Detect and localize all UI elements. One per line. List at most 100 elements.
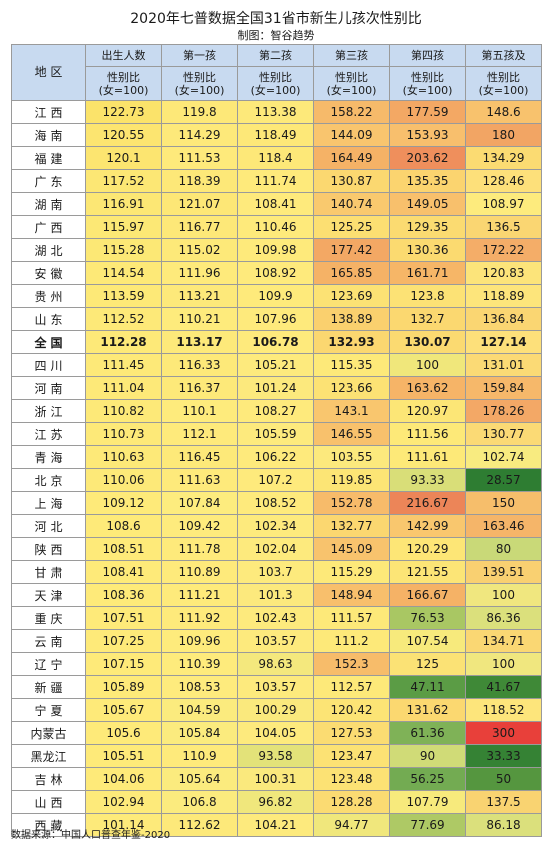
column-header: 第二孩 [237, 44, 314, 67]
region-name: 浙江 [11, 399, 86, 423]
ratio-cell: 111.92 [161, 606, 238, 630]
ratio-cell: 120.55 [85, 123, 162, 147]
ratio-cell: 105.6 [85, 721, 162, 745]
data-source: 数据来源：中国人口普查年鉴-2020 [11, 830, 171, 841]
ratio-cell: 111.57 [313, 606, 390, 630]
ratio-cell: 56.25 [389, 767, 466, 791]
table-row: 宁夏 105.67 104.59 100.29 120.42 131.62 118.52 [11, 698, 542, 722]
ratio-cell: 109.98 [237, 238, 314, 262]
table-row: 重庆 107.51 111.92 102.43 111.57 76.53 86.36 [11, 606, 542, 630]
ratio-cell: 153.93 [389, 123, 466, 147]
ratio-cell: 106.22 [237, 445, 314, 469]
region-name: 广西 [11, 215, 86, 239]
ratio-cell: 177.42 [313, 238, 390, 262]
table-row: 江西 122.73 119.8 113.38 158.22 177.59 148.6 [11, 100, 542, 124]
ratio-cell: 108.41 [237, 192, 314, 216]
ratio-cell: 100 [465, 652, 542, 676]
ratio-cell: 166.67 [389, 583, 466, 607]
ratio-cell: 119.85 [313, 468, 390, 492]
column-subheader: 性别比 (女=100) [389, 66, 466, 101]
table-row: 广东 117.52 118.39 111.74 130.87 135.35 128.46 [11, 169, 542, 193]
chart-title: 2020年七普数据全国31省市新生儿孩次性别比 [130, 11, 422, 27]
region-name: 陕西 [11, 537, 86, 561]
ratio-cell: 111.96 [161, 261, 238, 285]
ratio-cell: 123.8 [389, 284, 466, 308]
region-header: 地 区 [11, 44, 86, 101]
ratio-cell: 90 [389, 744, 466, 768]
ratio-cell: 118.52 [465, 698, 542, 722]
region-name: 广东 [11, 169, 86, 193]
ratio-cell: 127.53 [313, 721, 390, 745]
table-row: 新疆 105.89 108.53 103.57 112.57 47.11 41.67 [11, 675, 542, 699]
table-row: 海南 120.55 114.29 118.49 144.09 153.93 180 [11, 123, 542, 147]
ratio-cell: 110.21 [161, 307, 238, 331]
ratio-cell: 121.55 [389, 560, 466, 584]
ratio-cell: 118.4 [237, 146, 314, 170]
table-row: 甘肃 108.41 110.89 103.7 115.29 121.55 139.51 [11, 560, 542, 584]
ratio-cell: 114.54 [85, 261, 162, 285]
table-row: 天津 108.36 111.21 101.3 148.94 166.67 100 [11, 583, 542, 607]
ratio-cell: 105.84 [161, 721, 238, 745]
ratio-cell: 101.14 [85, 813, 162, 837]
ratio-cell: 100.29 [237, 698, 314, 722]
ratio-cell: 159.84 [465, 376, 542, 400]
ratio-cell: 109.42 [161, 514, 238, 538]
chart-subtitle: 制图：智谷趋势 [237, 29, 315, 42]
table-row: 吉林 104.06 105.64 100.31 123.48 56.25 50 [11, 767, 542, 791]
ratio-cell: 106.78 [237, 330, 314, 354]
ratio-cell: 105.59 [237, 422, 314, 446]
ratio-cell: 131.62 [389, 698, 466, 722]
ratio-cell: 108.97 [465, 192, 542, 216]
region-name: 湖南 [11, 192, 86, 216]
region-name: 宁夏 [11, 698, 86, 722]
region-name: 山西 [11, 790, 86, 814]
ratio-cell: 112.1 [161, 422, 238, 446]
ratio-cell: 47.11 [389, 675, 466, 699]
ratio-cell: 117.52 [85, 169, 162, 193]
ratio-cell: 100.31 [237, 767, 314, 791]
ratio-cell: 111.74 [237, 169, 314, 193]
ratio-cell: 111.56 [389, 422, 466, 446]
ratio-cell: 118.49 [237, 123, 314, 147]
table-row: 黑龙江 105.51 110.9 93.58 123.47 90 33.33 [11, 744, 542, 768]
ratio-cell: 134.29 [465, 146, 542, 170]
region-name: 河南 [11, 376, 86, 400]
region-name: 安徽 [11, 261, 86, 285]
table-row: 云南 107.25 109.96 103.57 111.2 107.54 134.71 [11, 629, 542, 653]
ratio-cell: 149.05 [389, 192, 466, 216]
table-row: 陕西 108.51 111.78 102.04 145.09 120.29 80 [11, 537, 542, 561]
ratio-cell: 216.67 [389, 491, 466, 515]
region-name: 重庆 [11, 606, 86, 630]
ratio-cell: 113.59 [85, 284, 162, 308]
region-name: 黑龙江 [11, 744, 86, 768]
ratio-cell: 98.63 [237, 652, 314, 676]
ratio-cell: 137.5 [465, 790, 542, 814]
region-name: 云南 [11, 629, 86, 653]
table-row: 青海 110.63 116.45 106.22 103.55 111.61 102.74 [11, 445, 542, 469]
ratio-cell: 128.46 [465, 169, 542, 193]
ratio-cell: 102.43 [237, 606, 314, 630]
ratio-cell: 172.22 [465, 238, 542, 262]
ratio-cell: 111.53 [161, 146, 238, 170]
ratio-cell: 109.96 [161, 629, 238, 653]
ratio-cell: 129.35 [389, 215, 466, 239]
table-row: 辽宁 107.15 110.39 98.63 152.3 125 100 [11, 652, 542, 676]
ratio-cell: 100 [389, 353, 466, 377]
ratio-cell: 105.89 [85, 675, 162, 699]
ratio-cell: 116.77 [161, 215, 238, 239]
region-name: 福建 [11, 146, 86, 170]
ratio-cell: 110.9 [161, 744, 238, 768]
ratio-cell: 105.64 [161, 767, 238, 791]
ratio-cell: 28.57 [465, 468, 542, 492]
table-row: 贵州 113.59 113.21 109.9 123.69 123.8 118.89 [11, 284, 542, 308]
ratio-cell: 110.1 [161, 399, 238, 423]
ratio-cell: 107.2 [237, 468, 314, 492]
region-name: 辽宁 [11, 652, 86, 676]
ratio-cell: 93.33 [389, 468, 466, 492]
ratio-cell: 108.41 [85, 560, 162, 584]
ratio-cell: 111.61 [389, 445, 466, 469]
ratio-cell: 152.3 [313, 652, 390, 676]
ratio-cell: 108.27 [237, 399, 314, 423]
ratio-cell: 135.35 [389, 169, 466, 193]
ratio-cell: 94.77 [313, 813, 390, 837]
